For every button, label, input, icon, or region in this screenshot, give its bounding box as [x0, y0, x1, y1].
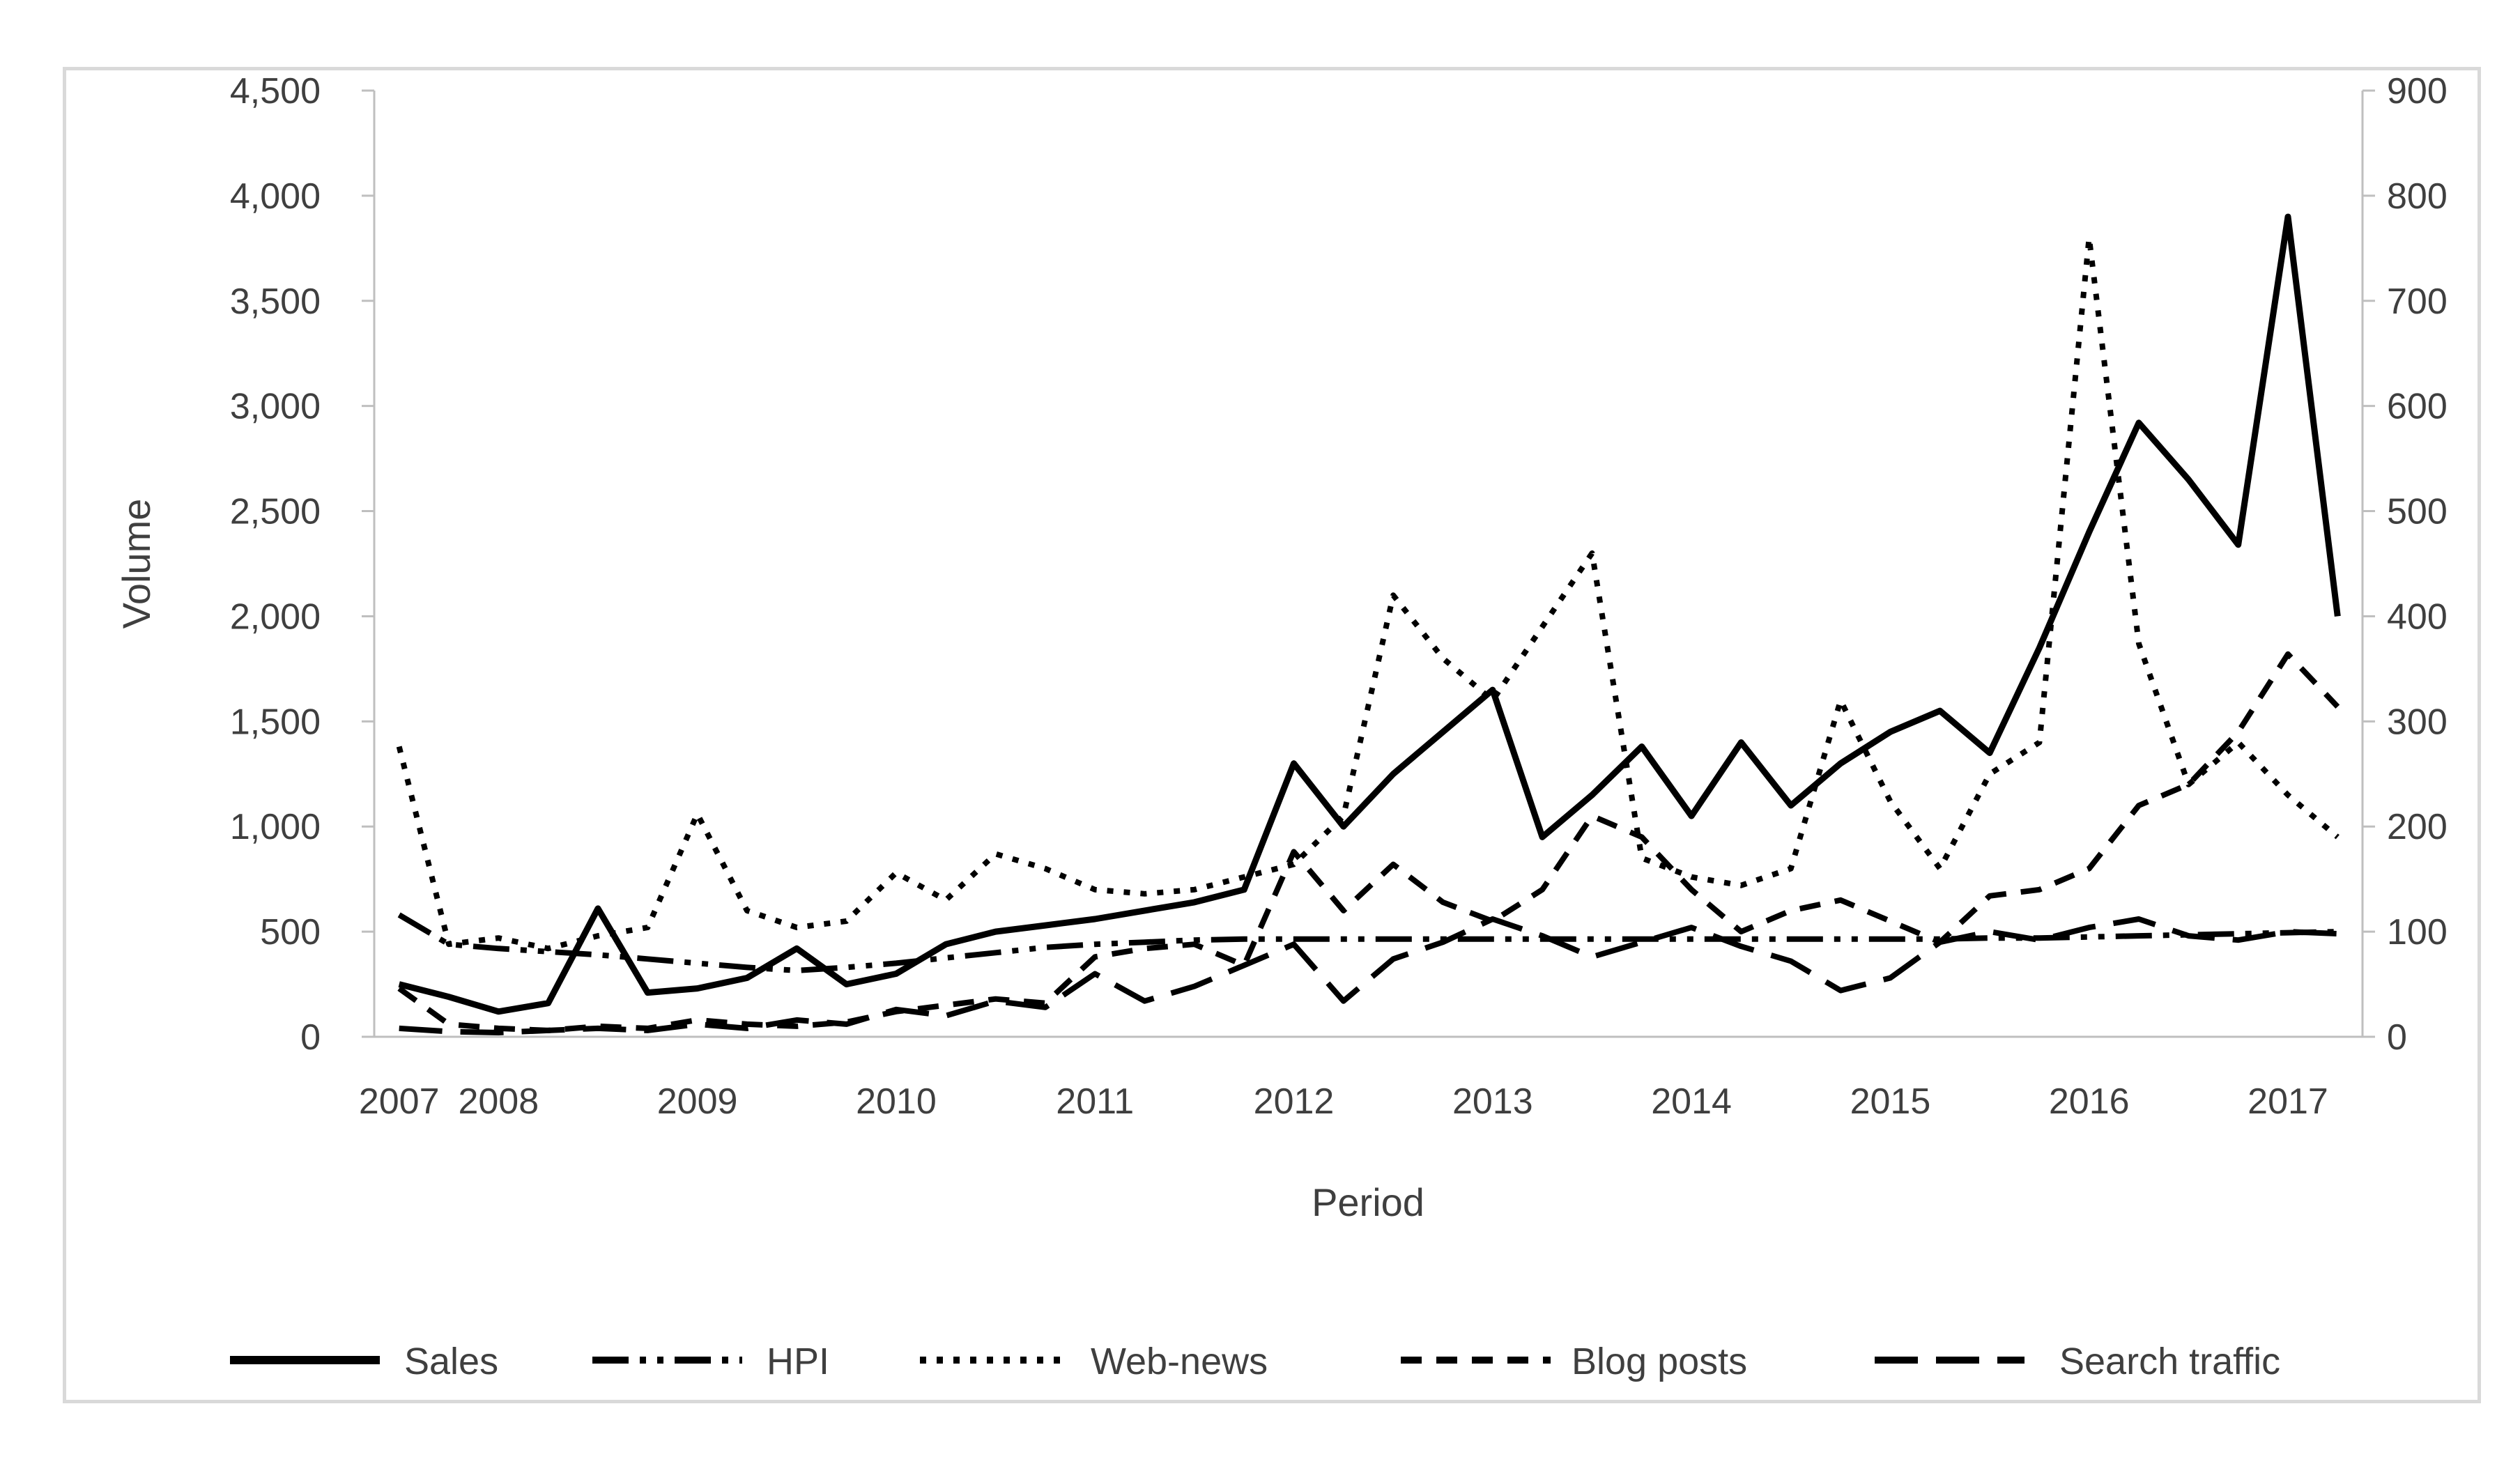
- y-right-tick-label: 100: [2387, 912, 2448, 952]
- y-axis-title: Volume: [114, 499, 158, 629]
- x-year-label: 2008: [458, 1081, 539, 1122]
- y-right-tick-label: 200: [2387, 807, 2448, 847]
- series-line-sales: [398, 213, 2341, 1015]
- y-left-tick-label: 3,500: [230, 281, 321, 322]
- y-right-tick-label: 900: [2387, 71, 2448, 111]
- x-year-label: 2015: [1850, 1081, 1931, 1122]
- y-right-tick-label: 600: [2387, 387, 2448, 427]
- x-year-label: 2011: [1056, 1081, 1134, 1122]
- y-left-tick-label: 2,500: [230, 492, 321, 532]
- series-line-blog-posts: [397, 651, 2340, 1033]
- x-year-label: 2007: [359, 1081, 440, 1122]
- x-year-label: 2014: [1651, 1081, 1732, 1122]
- y-left-ticks: [362, 89, 374, 1038]
- axes: [373, 91, 2364, 1038]
- x-year-label: 2016: [2049, 1081, 2130, 1122]
- series-line-search-traffic: [399, 916, 2338, 1035]
- y-left-tick-label: 500: [260, 912, 321, 952]
- y-right-tick-label: 0: [2387, 1017, 2407, 1058]
- y-left-tick-label: 3,000: [230, 387, 321, 427]
- legend-label: Sales: [404, 1341, 498, 1382]
- y-right-tick-label: 300: [2387, 702, 2448, 742]
- y-left-tick-label: 4,500: [230, 71, 321, 111]
- legend-label: Search traffic: [2059, 1341, 2280, 1382]
- x-year-label: 2010: [856, 1081, 937, 1122]
- chart-figure-border: [63, 67, 2481, 1403]
- x-year-label: 2012: [1254, 1081, 1335, 1122]
- y-left-tick-label: 2,000: [230, 596, 321, 637]
- y-right-tick-label: 800: [2387, 176, 2448, 217]
- legend-label: Blog posts: [1572, 1341, 1747, 1382]
- legend-label: HPI: [767, 1341, 829, 1382]
- x-year-label: 2017: [2248, 1081, 2328, 1122]
- y-right-tick-label: 500: [2387, 492, 2448, 532]
- x-year-label: 2009: [657, 1081, 738, 1122]
- y-left-tick-label: 0: [300, 1017, 321, 1058]
- y-right-tick-label: 700: [2387, 281, 2448, 322]
- y-left-tick-label: 1,500: [230, 702, 321, 742]
- legend-label: Web-news: [1091, 1341, 1268, 1382]
- series-line-web-news: [396, 235, 2340, 952]
- series-line-hpi: [397, 912, 2338, 973]
- y-left-tick-label: 4,000: [230, 176, 321, 217]
- y-left-tick-label: 1,000: [230, 807, 321, 847]
- y-right-tick-label: 400: [2387, 596, 2448, 637]
- x-axis-title: Period: [1312, 1180, 1424, 1224]
- x-year-label: 2013: [1452, 1081, 1533, 1122]
- y-right-ticks: [2362, 89, 2375, 1038]
